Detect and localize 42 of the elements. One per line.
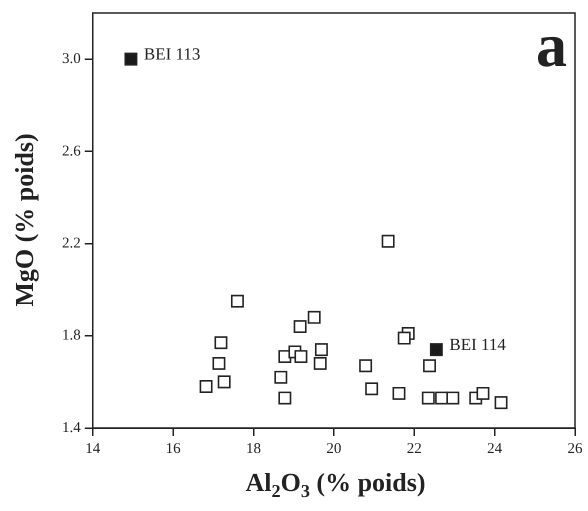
point xyxy=(218,375,231,388)
point xyxy=(274,370,288,384)
point xyxy=(435,392,448,404)
x-tick-label: 14 xyxy=(85,440,101,457)
point xyxy=(430,343,443,356)
x-axis-title: Al$_{2}$O$_{3}$ (% poids) xyxy=(244,468,426,502)
x-tick-label: 16 xyxy=(166,440,182,457)
x-tick-label: 22 xyxy=(406,440,422,457)
y-tick-label: 1.8 xyxy=(62,328,81,344)
point xyxy=(398,332,411,345)
point xyxy=(365,382,378,396)
point xyxy=(359,359,372,372)
point xyxy=(314,356,327,370)
y-axis-title: MgO (% poids) xyxy=(10,132,40,309)
point xyxy=(494,396,508,410)
x-tick-label: 26 xyxy=(568,440,583,457)
annotation: BEI 114 xyxy=(449,335,506,354)
point xyxy=(124,52,138,66)
point xyxy=(423,359,436,372)
point xyxy=(294,350,308,363)
y-tick-label: 3.0 xyxy=(62,51,81,68)
point xyxy=(294,320,307,334)
point xyxy=(278,392,292,404)
point xyxy=(314,343,328,356)
y-tick-label: 2.6 xyxy=(62,143,82,160)
point xyxy=(422,392,435,404)
y-tick-label: 2.2 xyxy=(62,235,81,252)
point xyxy=(230,294,244,308)
annotation: a xyxy=(536,12,567,80)
y-tick-label: 1.4 xyxy=(62,420,82,436)
x-tick-label: 18 xyxy=(246,440,261,457)
point xyxy=(382,234,395,248)
point xyxy=(200,380,213,393)
point xyxy=(214,336,228,350)
x-tick-label: 24 xyxy=(487,440,503,457)
point xyxy=(476,386,490,400)
point xyxy=(446,392,460,404)
annotation: BEI 113 xyxy=(144,44,200,64)
point xyxy=(392,386,406,400)
point xyxy=(212,356,226,370)
x-tick-label: 20 xyxy=(326,440,342,457)
point xyxy=(308,310,321,324)
